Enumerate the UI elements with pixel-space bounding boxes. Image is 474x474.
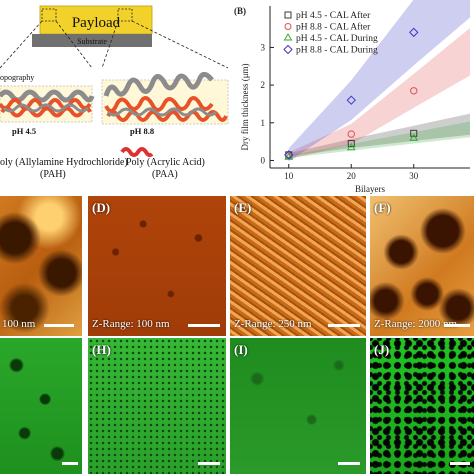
fluor-h-label: (H) [92, 342, 111, 357]
data-point [284, 150, 294, 160]
fluor-panel-j: (J) [370, 338, 474, 474]
payload-layer [39, 5, 153, 35]
ph88-structure [101, 72, 229, 125]
afm-e-label: (E) [234, 200, 252, 215]
legend-entry: pH 4.5 - CAL After [296, 10, 371, 21]
x-axis-label: Bilayers [355, 184, 385, 194]
data-point [410, 87, 418, 95]
legend-marker [284, 23, 292, 30]
schematic-figure: Payload Substrate opography pH 4.5 pH 8.… [0, 5, 229, 180]
data-point [409, 133, 419, 141]
panel-b-label: (B) [234, 6, 246, 16]
afm-d-scalebar [188, 324, 220, 327]
panel-b: (B) 10 20 30 0 1 2 3 Bilayers Dry film thickness… [232, 0, 474, 196]
afm-d-label: (D) [92, 200, 111, 215]
ph45-label: pH 4.5 [12, 126, 36, 136]
afm-c-scalebar [44, 324, 74, 327]
data-point [347, 140, 355, 148]
afm-e-zrange: Z-Range: 250 nm [234, 318, 312, 330]
afm-row: 100 nm (D) Z-Range: 100 nm (E) Z-Range: … [0, 196, 474, 336]
legend-entry: pH 8.8 - CAL During [296, 46, 378, 56]
data-point [346, 142, 356, 151]
afm-panel-f: (F) Z-Range: 2000 nm [370, 196, 474, 336]
data-point [410, 129, 418, 137]
data-point [347, 130, 355, 138]
legend-marker [283, 33, 293, 41]
y-tick-label: 1 [261, 118, 266, 128]
fluor-panel-i: (I) [230, 338, 366, 474]
legend-marker [284, 11, 292, 19]
afm-e-scalebar [328, 324, 360, 327]
trend-band [288, 113, 470, 157]
y-axis-label: Dry film thickness (μm) [240, 63, 250, 150]
afm-f-label: (F) [374, 200, 391, 215]
fluor-j-scalebar [450, 462, 470, 465]
substrate-layer [32, 34, 152, 47]
fluor-panel-g [0, 338, 82, 474]
trend-band [288, 121, 470, 158]
x-tick-label: 10 [284, 171, 294, 181]
ph45-structure [0, 85, 95, 123]
trend-band [288, 0, 470, 162]
topography-label: opography [0, 73, 34, 82]
legend-marker [283, 44, 293, 55]
legend-entry: pH 8.8 - CAL After [296, 22, 371, 33]
legend-entry: pH 4.5 - CAL During [296, 34, 378, 44]
pah-name: oly (Allylamine Hydrochloride) [0, 157, 128, 168]
y-tick-label: 2 [261, 80, 266, 90]
substrate-label: Substrate [77, 37, 107, 46]
ph88-label: pH 8.8 [130, 126, 154, 136]
afm-d-zrange: Z-Range: 100 nm [92, 318, 170, 330]
afm-f-zrange: Z-Range: 2000 nm [374, 318, 458, 330]
afm-panel-d: (D) Z-Range: 100 nm [88, 196, 226, 336]
paa-abbrev: (PAA) [152, 169, 178, 180]
x-tick-label: 20 [347, 171, 357, 181]
pah-abbrev: (PAH) [40, 169, 66, 180]
payload-label: Payload [72, 15, 121, 31]
paa-name: Poly (Acrylic Acid) [126, 157, 205, 168]
data-point [346, 95, 356, 105]
trend-band [288, 28, 470, 160]
fluor-i-scalebar [338, 462, 360, 465]
y-tick-label: 0 [261, 155, 266, 165]
thickness-chart: (B) 10 20 30 0 1 2 3 Bilayers Dry film thickness… [234, 0, 470, 194]
paa-molecule-icon [120, 147, 154, 158]
fluorescence-row: (H) (I) (J) [0, 338, 474, 474]
afm-panel-c: 100 nm [0, 196, 82, 336]
x-tick-label: 30 [409, 171, 419, 181]
fluor-j-label: (J) [374, 342, 390, 357]
fluor-panel-h: (H) [88, 338, 226, 474]
afm-panel-e: (E) Z-Range: 250 nm [230, 196, 366, 336]
data-point [409, 27, 419, 38]
fluor-h-scalebar [198, 462, 220, 465]
fluor-g-scalebar [62, 462, 78, 465]
afm-f-scalebar [444, 324, 470, 327]
y-tick-label: 3 [261, 42, 266, 52]
fluor-i-label: (I) [234, 342, 248, 357]
afm-c-zrange: 100 nm [2, 318, 36, 330]
